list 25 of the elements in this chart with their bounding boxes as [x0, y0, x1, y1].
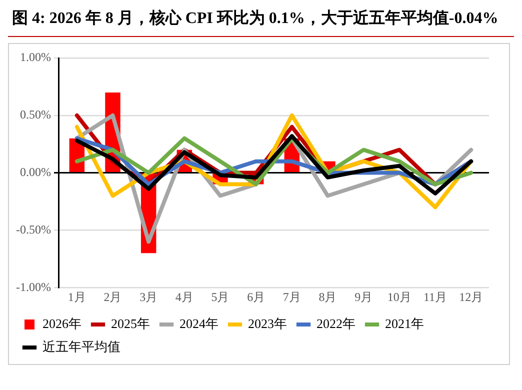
legend-label: 2026年 [42, 316, 82, 331]
x-tick-label: 4月 [175, 290, 194, 304]
x-tick-label: 1月 [68, 290, 86, 304]
x-tick-label: 10月 [387, 290, 412, 304]
chart-title: 图 4: 2026 年 8 月，核心 CPI 环比为 0.1%，大于近五年平均值-0.04% [8, 8, 514, 37]
x-tick-label: 9月 [354, 290, 373, 304]
legend-label: 2025年 [111, 316, 150, 331]
y-tick-label: -0.50% [16, 222, 51, 236]
x-tick-label: 8月 [318, 290, 337, 304]
x-tick-label: 11月 [423, 290, 448, 304]
x-tick-label: 6月 [247, 290, 266, 304]
y-tick-label: 1.00% [20, 50, 51, 64]
legend-label: 近五年平均值 [42, 338, 120, 354]
legend-label: 2022年 [316, 316, 356, 331]
x-tick-label: 3月 [140, 290, 158, 304]
x-tick-label: 2月 [104, 290, 122, 304]
legend-label: 2024年 [180, 316, 218, 331]
legend-label: 2023年 [248, 316, 287, 331]
legend-label: 2021年 [385, 316, 424, 331]
x-tick-label: 12月 [459, 290, 484, 304]
y-tick-label: -1.00% [16, 280, 51, 294]
x-tick-label: 5月 [211, 290, 230, 304]
y-tick-label: 0.00% [20, 164, 51, 179]
y-tick-label: 0.50% [20, 108, 51, 122]
x-tick-label: 7月 [282, 290, 301, 304]
